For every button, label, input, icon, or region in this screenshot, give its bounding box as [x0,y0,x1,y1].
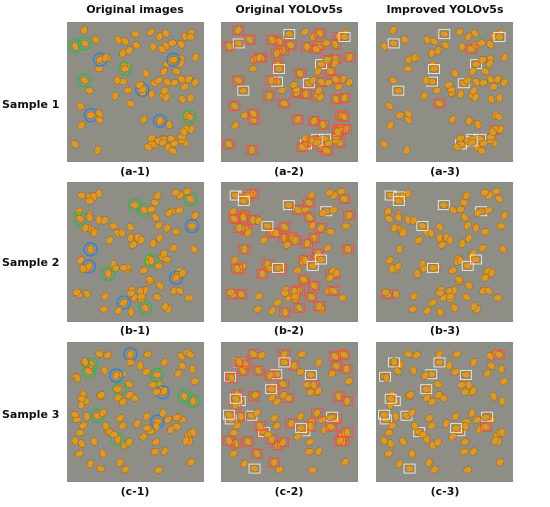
sample-image [67,342,204,482]
sample-image [376,342,513,482]
row-label: Sample 3 [2,408,60,421]
sample-image [376,22,513,162]
panel-caption: (b-2) [273,324,305,337]
panel-caption: (a-3) [430,165,460,178]
sample-image [221,342,358,482]
panel-caption: (a-1) [120,165,150,178]
sample-image [221,182,358,322]
column-header: Original YOLOv5s [235,3,343,16]
row-label: Sample 2 [2,256,60,269]
sample-image [221,22,358,162]
sample-image [376,182,513,322]
row-label: Sample 1 [2,98,60,111]
sample-image [67,182,204,322]
sample-image [67,22,204,162]
panel-caption: (c-2) [274,485,304,498]
panel-caption: (b-1) [119,324,151,337]
panel-caption: (b-3) [429,324,461,337]
column-header: Original images [86,3,184,16]
panel-caption: (a-2) [274,165,304,178]
column-header: Improved YOLOv5s [386,3,504,16]
panel-caption: (c-1) [120,485,150,498]
panel-caption: (c-3) [430,485,460,498]
